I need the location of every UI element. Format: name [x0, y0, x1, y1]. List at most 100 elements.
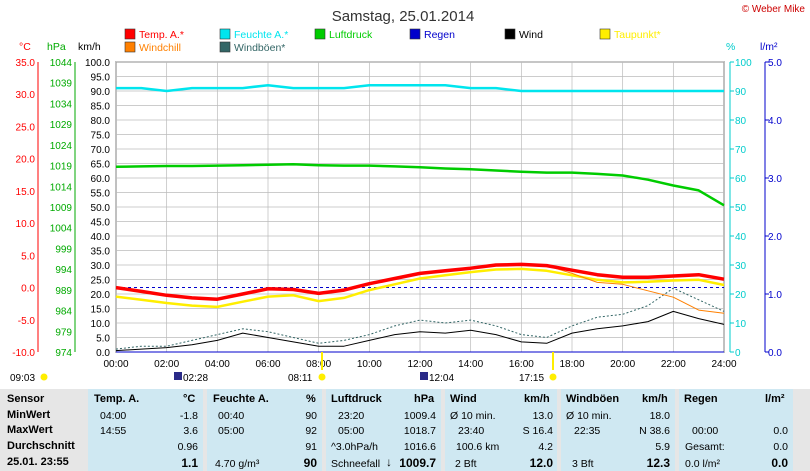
temp-avg-value: 0.96: [177, 441, 198, 453]
weather-chart: Samstag, 25.01.2014 © Weber Mike Temp. A…: [10, 4, 806, 384]
temp-tick-label: 5.0: [21, 251, 35, 262]
header-druck: Luftdruck: [331, 393, 382, 405]
regen-current-value: 0.0: [771, 456, 788, 470]
pct-tick-label: 30: [735, 261, 747, 272]
temp-tick-label: 35.0: [16, 58, 36, 69]
legend-label: Taupunkt*: [614, 29, 661, 41]
header-wind-unit: km/h: [524, 393, 550, 405]
temp-tick-label: 20.0: [16, 155, 36, 166]
statistics-table: Sensor MinWert MaxWert Durchschnitt 25.0…: [0, 389, 810, 471]
legend-swatch: [124, 28, 136, 40]
druck-max-value: 1018.7: [403, 425, 436, 437]
kmh-tick-label: 100.0: [85, 58, 110, 69]
header-feuchte-unit: %: [306, 393, 316, 405]
temp-tick-label: 25.0: [16, 122, 36, 133]
time-tick-label: 12:00: [407, 359, 432, 370]
sun-moon-time: 08:11: [288, 373, 313, 384]
hpa-tick-label: 1039: [50, 79, 73, 90]
legend-label: Windchill: [139, 42, 181, 54]
temp-max-value: 3.6: [183, 425, 198, 437]
kmh-tick-label: 5.0: [96, 334, 110, 345]
pct-tick-label: 80: [735, 116, 747, 127]
row-label-current: 25.01. 23:55: [7, 456, 69, 468]
feuchte-max-time: 05:00: [218, 425, 245, 437]
header-regen: Regen: [684, 393, 718, 405]
boeen-avg10-value: 18.0: [649, 410, 670, 422]
time-tick-label: 04:00: [205, 359, 230, 370]
header-boeen-unit: km/h: [642, 393, 668, 405]
kmh-tick-label: 30.0: [91, 261, 111, 272]
copyright-label: © Weber Mike: [742, 4, 806, 15]
druck-avg-value: 1016.6: [403, 441, 436, 453]
time-tick-label: 16:00: [509, 359, 534, 370]
kmh-tick-label: 40.0: [91, 232, 111, 243]
regen-max-time: 00:00: [692, 425, 719, 437]
wind-max-value: S 16.4: [522, 425, 553, 437]
hpa-tick-label: 1009: [50, 203, 73, 214]
kmh-tick-label: 35.0: [91, 247, 111, 258]
legend-swatch: [219, 28, 231, 40]
boeen-beaufort: 3 Bft: [572, 458, 594, 470]
time-tick-label: 14:00: [458, 359, 483, 370]
pct-tick-label: 20: [735, 290, 747, 301]
regen-current-label: 0.0 l/m²: [685, 458, 721, 470]
boeen-max-value: N 38.6: [639, 425, 670, 437]
feuchte-max-value: 92: [305, 425, 317, 437]
time-tick-label: 10:00: [357, 359, 382, 370]
temp-tick-label: 10.0: [16, 219, 36, 230]
lm2-tick-label: 1.0: [768, 290, 782, 301]
series-line: [115, 163, 725, 207]
legend-label: Windböen*: [234, 42, 285, 54]
sun-icon: [549, 373, 557, 381]
druck-trend: ^3.0hPa/h: [331, 441, 378, 453]
row-label-max: MaxWert: [7, 424, 53, 436]
series-line: [116, 83, 724, 93]
sun-moon-time: 09:03: [10, 373, 35, 384]
pct-tick-label: 70: [735, 145, 747, 156]
hpa-tick-label: 974: [55, 348, 72, 359]
header-regen-unit: l/m²: [765, 393, 785, 405]
pct-tick-label: 0: [735, 348, 741, 359]
header-temp-unit: °C: [183, 393, 196, 405]
legend-label: Regen: [424, 29, 455, 41]
header-feuchte: Feuchte A.: [213, 393, 269, 405]
sun-moon-time: 17:15: [519, 373, 544, 384]
kmh-tick-label: 50.0: [91, 203, 111, 214]
hpa-tick-label: 979: [55, 327, 72, 338]
kmh-tick-label: 80.0: [91, 116, 111, 127]
temp-max-time: 14:55: [100, 425, 127, 437]
kmh-tick-label: 20.0: [91, 290, 111, 301]
lm2-tick-label: 4.0: [768, 116, 782, 127]
druck-min-value: 1009.4: [403, 410, 436, 422]
time-tick-label: 22:00: [661, 359, 686, 370]
lm2-tick-label: 3.0: [768, 174, 782, 185]
boeen-max-time: 22:35: [574, 425, 601, 437]
regen-total-label: Gesamt:: [685, 441, 725, 453]
hpa-tick-label: 1004: [50, 224, 73, 235]
time-tick-label: 24:00: [711, 359, 736, 370]
feuchte-avg-value: 91: [305, 441, 317, 453]
kmh-tick-label: 95.0: [91, 73, 111, 84]
time-tick-label: 08:00: [306, 359, 331, 370]
wind-current-value: 12.0: [529, 456, 553, 470]
pct-tick-label: 10: [735, 319, 747, 330]
hpa-tick-label: 1034: [50, 99, 73, 110]
legend-swatch: [219, 41, 231, 53]
pct-tick-label: 40: [735, 232, 747, 243]
chart-legend: Temp. A.* Feuchte A.* Luftdruck Regen Wind Ta…: [124, 28, 661, 54]
wind-avg-value: 4.2: [538, 441, 553, 453]
legend-swatch: [409, 28, 421, 40]
legend-label: Feuchte A.*: [234, 29, 288, 41]
legend-label: Temp. A.*: [139, 29, 184, 41]
legend-swatch: [599, 28, 611, 40]
feuchte-absolute: 4.70 g/m³: [215, 458, 260, 470]
regen-max-value: 0.0: [773, 425, 788, 437]
wind-avg10-value: 13.0: [532, 410, 553, 422]
hpa-tick-label: 999: [55, 244, 72, 255]
chart-title: Samstag, 25.01.2014: [332, 8, 475, 25]
time-tick-label: 20:00: [610, 359, 635, 370]
hpa-tick-label: 1024: [50, 141, 73, 152]
time-tick-label: 06:00: [255, 359, 280, 370]
header-boeen: Windböen: [566, 393, 620, 405]
pct-tick-label: 90: [735, 87, 747, 98]
